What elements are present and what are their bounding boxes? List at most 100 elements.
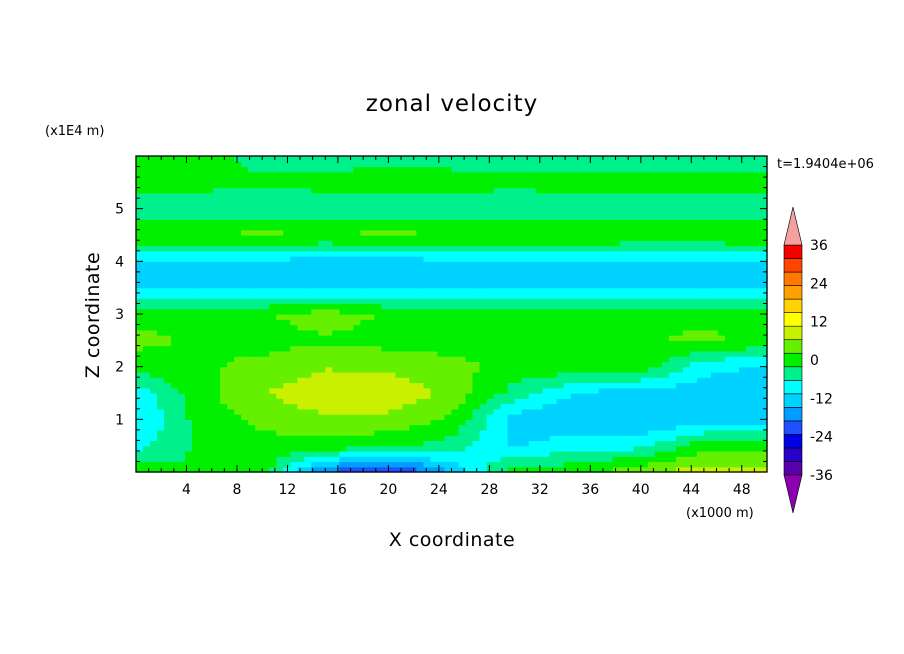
heatmap-cell (549, 298, 558, 305)
heatmap-cell (416, 240, 425, 247)
heatmap-cell (220, 461, 228, 468)
heatmap-cell (136, 303, 144, 310)
heatmap-cell (514, 282, 523, 289)
heatmap-cell (563, 414, 572, 420)
heatmap-cell (759, 277, 768, 283)
heatmap-cell (297, 203, 305, 210)
heatmap-cell (710, 387, 719, 394)
heatmap-cell (325, 414, 333, 420)
heatmap-cell (248, 282, 256, 289)
heatmap-cell (654, 419, 663, 426)
heatmap-cell (409, 277, 418, 283)
heatmap-cell (598, 450, 607, 457)
heatmap-cell (584, 387, 593, 394)
heatmap-cell (185, 398, 193, 405)
heatmap-cell (367, 292, 375, 299)
heatmap-cell (290, 187, 298, 194)
heatmap-cell (556, 335, 565, 341)
heatmap-cell (640, 371, 649, 378)
heatmap-cell (640, 271, 649, 278)
heatmap-cell (612, 403, 621, 410)
heatmap-cell (164, 345, 172, 352)
heatmap-cell (304, 240, 312, 247)
heatmap-cell (416, 187, 425, 194)
heatmap-cell (458, 208, 467, 215)
heatmap-cell (500, 335, 509, 341)
heatmap-cell (374, 271, 382, 278)
heatmap-cell (402, 308, 411, 315)
heatmap-cell (402, 256, 411, 262)
heatmap-cell (507, 387, 516, 394)
heatmap-cell (206, 266, 214, 273)
heatmap-cell (199, 177, 207, 183)
heatmap-cell (248, 382, 256, 389)
heatmap-cell (430, 435, 439, 441)
heatmap-cell (626, 277, 635, 283)
heatmap-cell (605, 266, 614, 273)
heatmap-cell (500, 414, 509, 420)
heatmap-cell (738, 282, 747, 289)
heatmap-cell (325, 356, 333, 362)
heatmap-cell (703, 271, 712, 278)
heatmap-cell (192, 371, 200, 378)
heatmap-cell (549, 382, 558, 389)
heatmap-cell (157, 245, 165, 252)
heatmap-cell (178, 235, 186, 241)
heatmap-cell (171, 213, 179, 220)
heatmap-cell (472, 287, 481, 294)
heatmap-cell (234, 440, 242, 447)
heatmap-cell (626, 208, 635, 215)
heatmap-cell (304, 329, 312, 336)
heatmap-cell (619, 308, 628, 315)
heatmap-cell (661, 198, 670, 204)
heatmap-cell (304, 377, 312, 384)
heatmap-cell (619, 456, 628, 463)
heatmap-cell (276, 208, 284, 215)
heatmap-cell (437, 424, 446, 431)
heatmap-cell (710, 203, 719, 210)
heatmap-cell (654, 371, 663, 378)
heatmap-cell (388, 298, 397, 305)
heatmap-cell (353, 287, 361, 294)
heatmap-cell (185, 387, 193, 394)
heatmap-cell (325, 208, 333, 215)
heatmap-cell (150, 266, 158, 273)
heatmap-cell (605, 361, 614, 368)
heatmap-cell (612, 456, 621, 463)
heatmap-cell (759, 319, 768, 326)
heatmap-cell (465, 424, 474, 431)
heatmap-cell (220, 398, 228, 405)
heatmap-cell (535, 213, 544, 220)
heatmap-cell (409, 356, 418, 362)
heatmap-cell (178, 324, 186, 331)
heatmap-cell (283, 277, 291, 283)
heatmap-cell (493, 219, 502, 226)
heatmap-cell (521, 261, 530, 268)
heatmap-cell (493, 282, 502, 289)
heatmap-cell (619, 466, 628, 473)
heatmap-cell (675, 345, 684, 352)
heatmap-cell (276, 382, 284, 389)
heatmap-cell (353, 450, 361, 457)
heatmap-cell (143, 345, 151, 352)
heatmap-cell (647, 398, 656, 405)
heatmap-cell (227, 319, 235, 326)
heatmap-cell (192, 256, 200, 262)
heatmap-cell (269, 440, 277, 447)
heatmap-cell (395, 314, 404, 320)
heatmap-cell (402, 266, 411, 273)
heatmap-cell (507, 261, 516, 268)
heatmap-cell (612, 229, 621, 236)
heatmap-cell (528, 261, 537, 268)
heatmap-cell (549, 361, 558, 368)
heatmap-cell (472, 224, 481, 231)
heatmap-cell (724, 203, 733, 210)
heatmap-cell (619, 461, 628, 468)
heatmap-cell (220, 219, 228, 226)
heatmap-cell (745, 393, 754, 399)
heatmap-cell (696, 229, 705, 236)
heatmap-cell (619, 340, 628, 347)
heatmap-cell (304, 445, 312, 452)
heatmap-cell (661, 187, 670, 194)
heatmap-cell (752, 308, 761, 315)
